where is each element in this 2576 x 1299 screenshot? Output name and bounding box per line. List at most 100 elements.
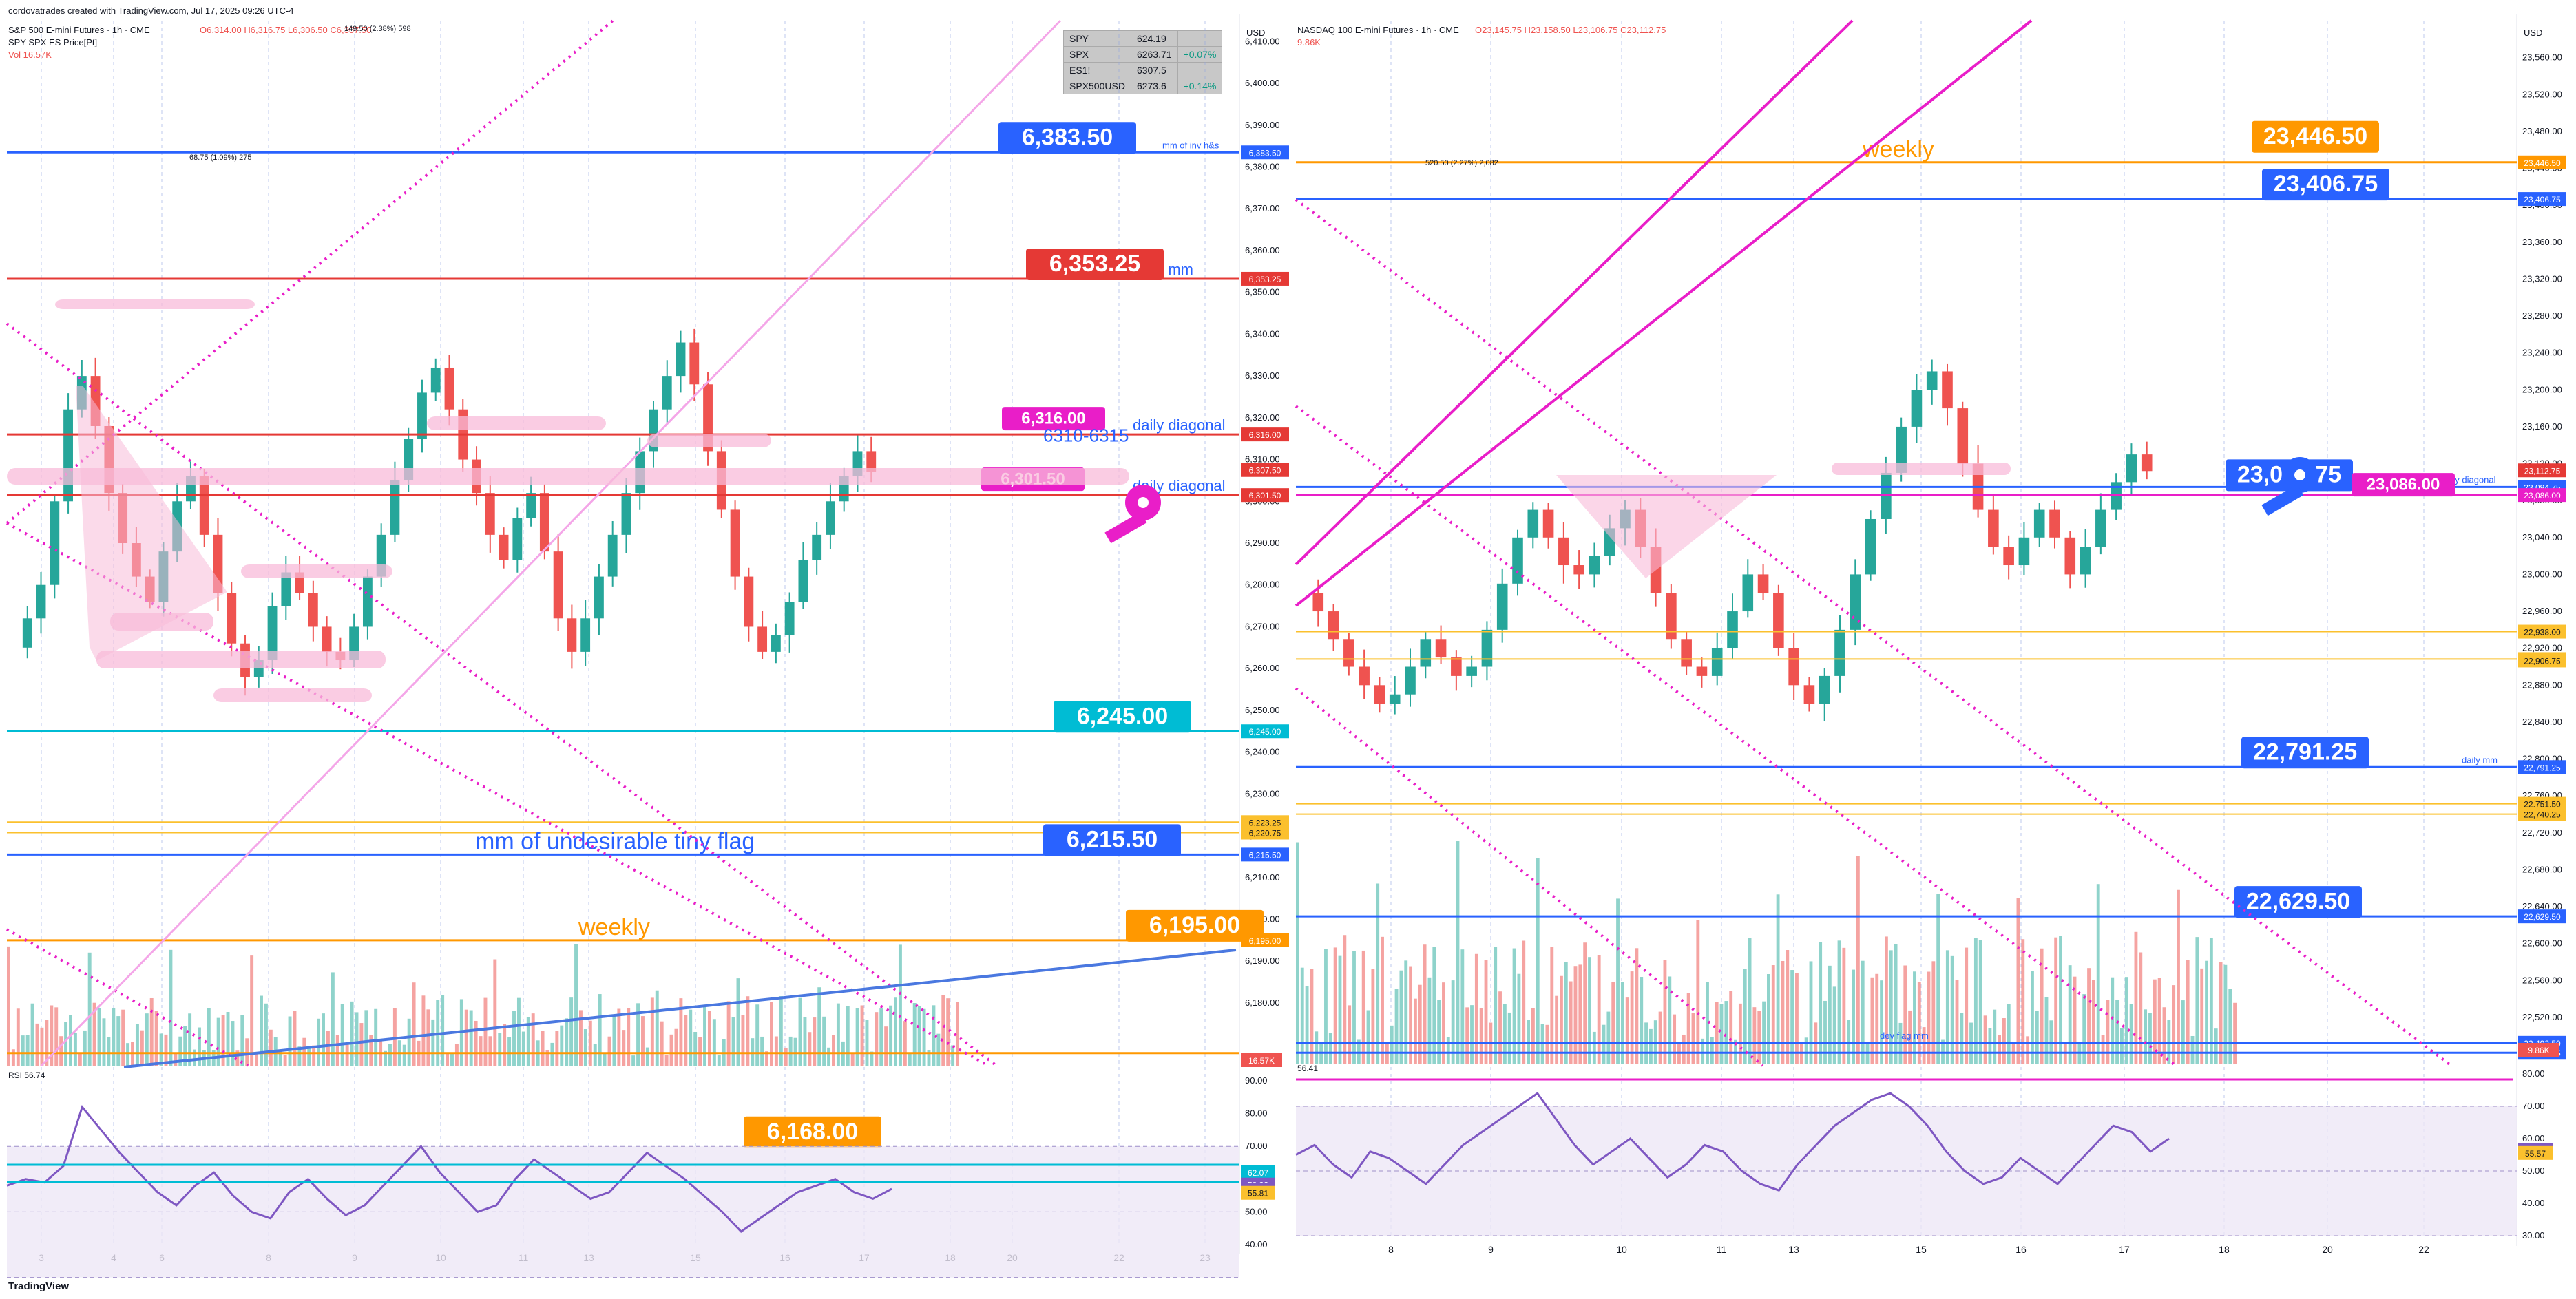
volume-bar	[188, 1013, 192, 1066]
volume-bar	[817, 987, 821, 1066]
price-callout-label: 6,316.00	[1021, 410, 1085, 428]
volume-bar	[169, 949, 173, 1066]
volume-bar	[1635, 948, 1639, 1064]
candle-body	[444, 367, 454, 410]
volume-bar	[550, 1042, 554, 1066]
currency-label: USD	[1246, 28, 1265, 38]
volume-bar	[870, 1051, 874, 1066]
volume-bar	[503, 1024, 507, 1066]
volume-bar	[1399, 970, 1403, 1064]
ohlc-header: O6,314.00 H6,316.75 L6,306.50 C6,307.50	[200, 25, 371, 35]
magenta-channel-line	[1295, 19, 2033, 607]
price-callout-box	[744, 1116, 881, 1148]
volume-bar	[813, 1017, 817, 1066]
volume-bar	[2181, 1000, 2185, 1064]
volume-bar	[512, 1011, 516, 1066]
volume-bar	[293, 1011, 297, 1066]
volume-bar	[1611, 982, 1615, 1064]
volume-bar	[335, 1035, 339, 1066]
x-tick-label: 9	[1488, 1244, 1494, 1255]
x-tick-label: 20	[2322, 1244, 2333, 1255]
y-tick-label: 22,640.00	[2522, 901, 2562, 911]
volume-bar	[121, 1009, 125, 1066]
y-tick-label: 6,400.00	[1245, 78, 1280, 88]
volume-bar	[1366, 1010, 1370, 1064]
volume-bar	[112, 1008, 116, 1066]
candle-body	[1343, 639, 1354, 667]
candle-body	[362, 576, 373, 627]
volume-bar	[707, 1011, 711, 1066]
pink-highlight	[213, 688, 372, 702]
volume-bar	[1352, 951, 1356, 1064]
price-callout-box	[998, 122, 1136, 154]
volume-bar	[1823, 1000, 1827, 1064]
rsi-tick-label: 50.00	[2522, 1165, 2545, 1176]
volume-bar	[1640, 977, 1644, 1064]
volume-bar	[87, 952, 92, 1066]
volume-bar	[355, 1012, 359, 1066]
rsi-tick-label: 80.00	[2522, 1068, 2545, 1079]
volume-bar	[340, 1004, 344, 1066]
y-tick-label: 6,340.00	[1245, 328, 1280, 339]
volume-bar	[827, 1047, 831, 1066]
volume-bar	[650, 997, 654, 1066]
volume-bar	[1507, 1012, 1511, 1064]
axis-price-badge	[2518, 796, 2566, 811]
candle-body	[1942, 371, 1953, 409]
volume-bar	[1861, 960, 1865, 1064]
price-callout-label: 6,245.00	[1077, 703, 1168, 729]
volume-bar	[260, 995, 263, 1066]
candle-body	[1466, 666, 1477, 676]
volume-bar	[322, 1013, 325, 1066]
axis-price-badge	[1241, 724, 1289, 739]
y-tick-label: 22,560.00	[2522, 975, 2562, 985]
volume-bar	[54, 1007, 59, 1066]
volume-bar	[1602, 1024, 1606, 1064]
tradingview-logo: TradingView	[8, 1280, 70, 1292]
candle-body	[417, 392, 427, 439]
watchlist-row[interactable]: SPX500USD 6273.6 +0.14%	[1063, 78, 1223, 94]
volume-bar	[2120, 1028, 2124, 1064]
y-tick-label: 23,520.00	[2522, 89, 2562, 99]
volume-bar	[50, 1005, 54, 1066]
axis-price-badge	[2518, 192, 2566, 207]
volume-bar	[2082, 994, 2086, 1064]
volume-bar	[1781, 960, 1785, 1064]
volume-bar	[598, 994, 602, 1066]
watchlist-row[interactable]: ES1! 6307.5	[1063, 62, 1223, 78]
candle-body	[1742, 574, 1754, 612]
axis-price-badge	[1241, 427, 1289, 442]
volume-bar	[545, 1050, 549, 1066]
volume-bar	[674, 1028, 678, 1066]
volume-bar	[421, 995, 426, 1066]
watchlist-change: +0.14%	[1177, 78, 1223, 94]
candle-body	[1420, 639, 1432, 667]
axis-price-badge-label: 6,301.50	[1249, 491, 1281, 500]
price-callout-box	[1043, 824, 1181, 856]
volume-bar	[1748, 938, 1752, 1064]
x-tick-label: 18	[2219, 1244, 2230, 1255]
volume-bar	[1738, 1003, 1742, 1064]
volume-bar	[2209, 938, 2213, 1064]
x-tick-label: 13	[1788, 1244, 1799, 1255]
candle-body	[1757, 574, 1769, 593]
diagonal-trendline	[1295, 198, 2453, 1067]
volume-bar	[1870, 977, 1874, 1064]
volume-bar	[149, 997, 154, 1066]
volume-bar	[2233, 1002, 2237, 1064]
volume-bar	[431, 1019, 435, 1066]
volume-bar	[1315, 1031, 1319, 1064]
y-tick-label: 23,280.00	[2522, 310, 2562, 321]
volume-bar	[1668, 976, 1672, 1064]
volume-bar	[1376, 883, 1380, 1064]
volume-bar	[617, 1008, 621, 1066]
key-icon-shaft	[1104, 511, 1147, 544]
price-callout-box	[1054, 701, 1191, 733]
rsi-tick-label: 70.00	[2522, 1101, 2545, 1111]
volume-bar	[1555, 995, 1559, 1064]
volume-bar	[1696, 920, 1700, 1064]
candle-body	[1527, 509, 1539, 538]
volume-bar	[231, 1021, 235, 1066]
candle-body	[499, 534, 509, 560]
